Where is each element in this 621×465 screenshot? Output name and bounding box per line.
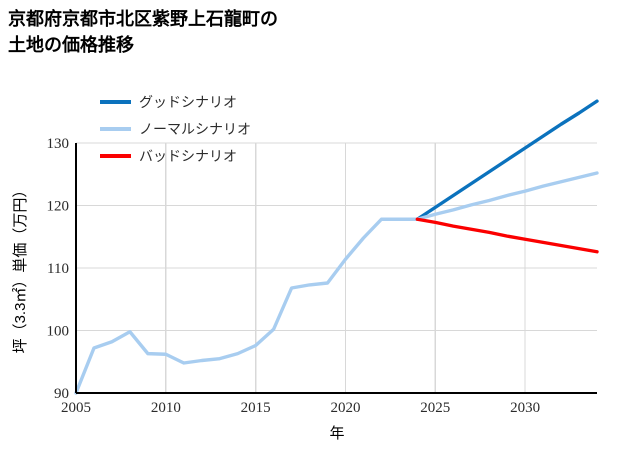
x-tick-label: 2020 [330,400,360,416]
series-lines [74,99,599,395]
series-line-bad [415,217,599,254]
axis-spines [74,143,597,395]
series-line-normal [74,171,599,395]
y-tick-label: 120 [47,199,70,215]
y-tick-label: 90 [54,386,69,402]
x-tick-label: 2015 [241,400,271,416]
x-tick-label: 2005 [61,400,91,416]
y-axis-title: 坪（3.3㎡）単価（万円） [12,183,29,354]
y-tick-label: 100 [47,324,70,340]
series-line-good [415,99,599,221]
chart-title: 京都府京都市北区紫野上石龍町の 土地の価格推移 [8,9,278,55]
legend-label-bad: バッドシナリオ [139,148,237,164]
y-tick-label: 130 [47,136,70,152]
grid-lines [75,142,597,394]
x-tick-label: 2030 [510,400,540,416]
y-tick-labels: 90 100 110 120 130 [47,136,70,402]
legend-label-normal: ノーマルシナリオ [139,121,251,137]
x-tick-labels: 2005 2010 2015 2020 2025 2030 [61,400,540,416]
y-tick-label: 110 [47,261,69,277]
x-axis-title: 年 [329,425,344,442]
x-tick-label: 2010 [151,400,181,416]
legend-label-good: グッドシナリオ [139,94,237,110]
x-tick-label: 2025 [420,400,450,416]
